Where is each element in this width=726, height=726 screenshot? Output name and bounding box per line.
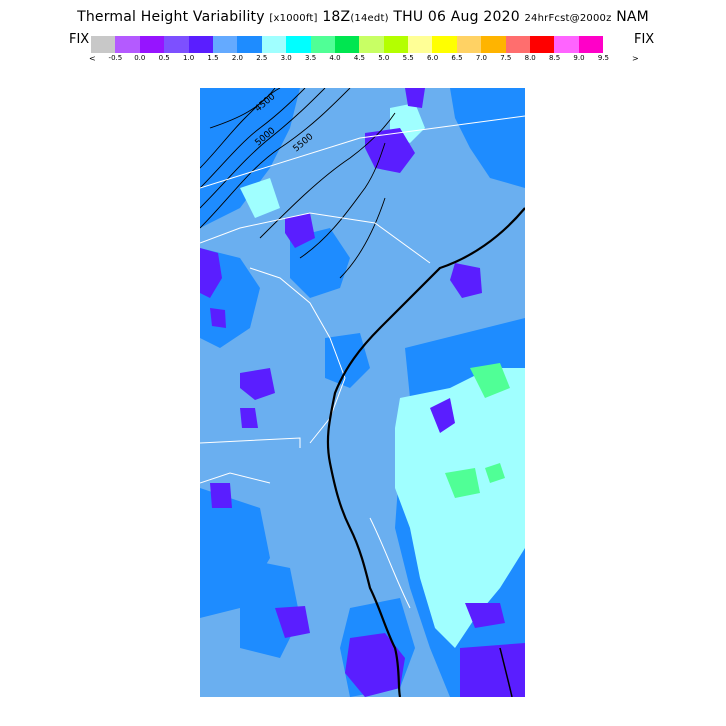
- color-scale-ticks: -0.5 0.0 0.5 1.0 1.5 2.0 2.5 3.0 3.5 4.0 4.5 5.0 5.5…: [91, 54, 640, 66]
- scale-tick-label: 5.0: [378, 54, 389, 62]
- scale-tick-label: 7.0: [476, 54, 487, 62]
- title-date: THU 06 Aug 2020: [393, 9, 519, 25]
- color-swatch: [237, 36, 261, 53]
- title-fcst: 24hrFcst@2000z: [524, 13, 611, 24]
- scale-tick-label: 6.5: [451, 54, 462, 62]
- color-swatch: [262, 36, 286, 53]
- scale-tick-label: 4.5: [354, 54, 365, 62]
- color-swatch: [579, 36, 603, 53]
- scale-tick-label: 3.0: [281, 54, 292, 62]
- scale-tick-label: -0.5: [109, 54, 123, 62]
- scale-tick-label: 5.5: [403, 54, 414, 62]
- scale-tick-label: 0.5: [159, 54, 170, 62]
- title-main: Thermal Height Variability: [77, 9, 265, 25]
- scale-tick-label: 1.0: [183, 54, 194, 62]
- color-swatch: [115, 36, 139, 53]
- fix-right-label: FIX: [634, 32, 654, 47]
- color-swatch: [359, 36, 383, 53]
- scale-tick-label: 3.5: [305, 54, 316, 62]
- color-swatch: [311, 36, 335, 53]
- scale-tick-label: 6.0: [427, 54, 438, 62]
- scale-tick-label: 8.5: [549, 54, 560, 62]
- color-swatch: [286, 36, 310, 53]
- scale-tick-label: 9.5: [598, 54, 609, 62]
- color-swatch: [335, 36, 359, 53]
- fix-left-label: FIX: [69, 32, 89, 47]
- title-units: [x1000ft]: [269, 13, 317, 24]
- color-swatch: [164, 36, 188, 53]
- title-model: NAM: [616, 9, 649, 25]
- color-swatch: [408, 36, 432, 53]
- color-swatch: [481, 36, 505, 53]
- color-scale-bar: [91, 36, 603, 53]
- scale-tick-label: 4.0: [329, 54, 340, 62]
- color-swatch: [432, 36, 456, 53]
- map-svg: 4500 5000 5500: [200, 88, 525, 697]
- color-swatch: [213, 36, 237, 53]
- color-swatch: [384, 36, 408, 53]
- scale-tick-label: 2.5: [256, 54, 267, 62]
- scale-tick-label: 9.0: [573, 54, 584, 62]
- color-swatch: [140, 36, 164, 53]
- scale-tick-label: 7.5: [500, 54, 511, 62]
- title-local: (14edt): [350, 13, 388, 24]
- color-swatch: [530, 36, 554, 53]
- scale-tick-label: 0.0: [134, 54, 145, 62]
- color-swatch: [554, 36, 578, 53]
- color-swatch: [506, 36, 530, 53]
- chart-title: Thermal Height Variability [x1000ft] 18Z…: [0, 9, 726, 25]
- color-swatch: [91, 36, 115, 53]
- thermal-height-map: 4500 5000 5500: [200, 88, 525, 697]
- title-valid: 18Z: [322, 9, 350, 25]
- scale-tick-label: 8.0: [525, 54, 536, 62]
- scale-tick-label: 1.5: [207, 54, 218, 62]
- color-swatch: [189, 36, 213, 53]
- scale-tick-label: 2.0: [232, 54, 243, 62]
- color-swatch: [457, 36, 481, 53]
